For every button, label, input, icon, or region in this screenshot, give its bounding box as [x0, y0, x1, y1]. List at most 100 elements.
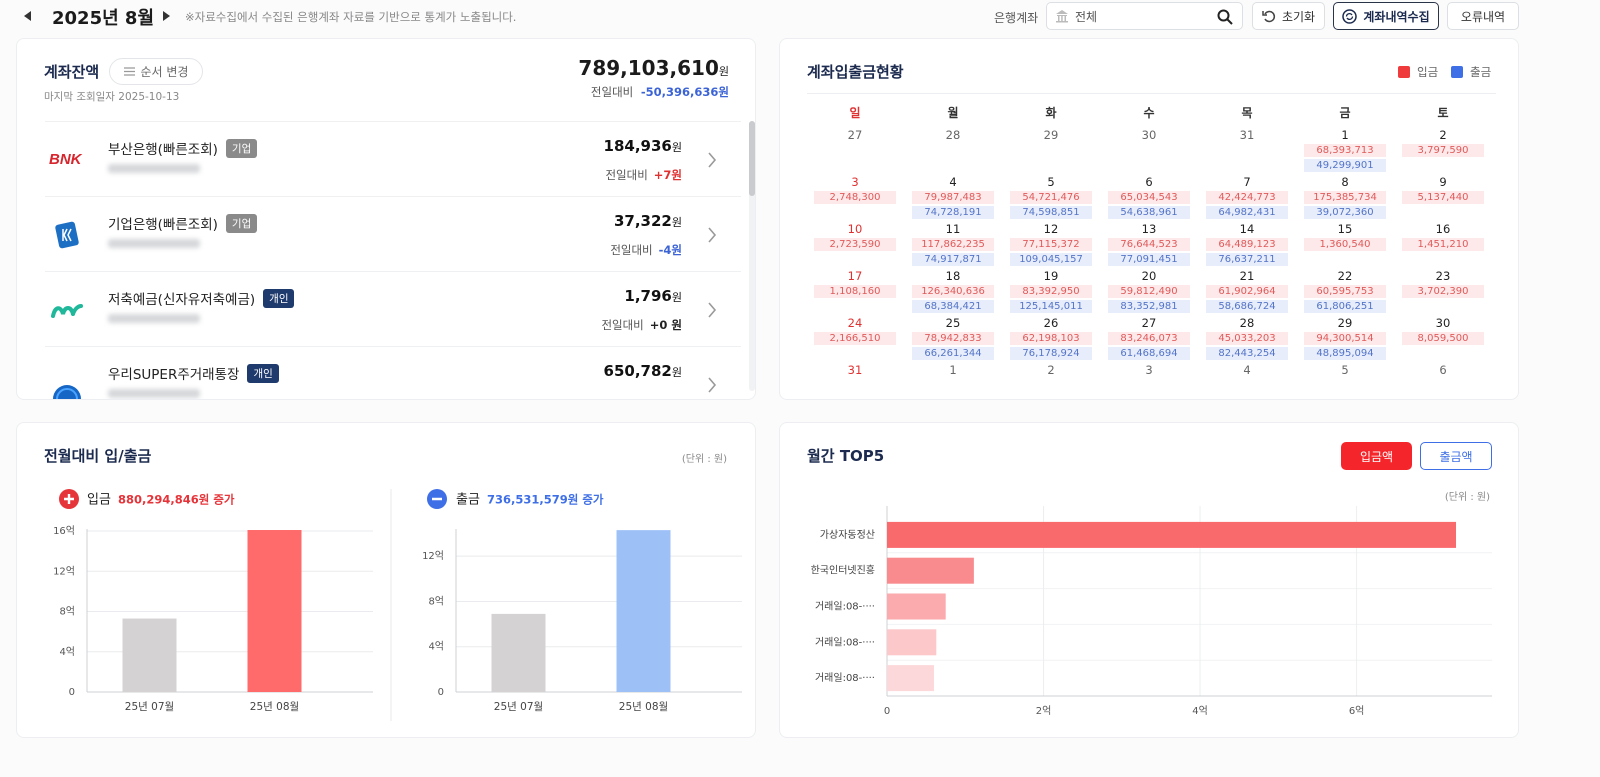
withdraw-amount: 125,145,011	[1010, 300, 1092, 313]
calendar-day: 4	[949, 175, 957, 189]
diff-label: 전일대비	[605, 168, 648, 182]
y-tick-label: 16억	[53, 525, 75, 537]
collect-button[interactable]: 계좌내역수집	[1333, 2, 1439, 30]
order-label: 순서 변경	[140, 65, 189, 79]
chevron[interactable]	[707, 226, 717, 244]
account-row[interactable]: 기업은행(빠른조회) 기업 37,322원 전일대비 -4원	[45, 196, 741, 272]
month-label: 2025년 8월	[52, 8, 155, 29]
bar	[887, 629, 937, 656]
bank-logo	[49, 219, 85, 251]
logo-image	[51, 304, 83, 318]
calendar-day: 5	[1047, 175, 1055, 189]
chevron[interactable]	[707, 301, 717, 319]
unit-note: (단위 : 원)	[681, 454, 727, 465]
balance-amount: 1,796	[624, 287, 672, 305]
y-tick-label: 12억	[53, 565, 75, 577]
account-filter[interactable]: 전체	[1046, 2, 1243, 30]
error-button[interactable]: 오류내역	[1447, 2, 1519, 30]
last-query: 마지막 조회일자 2025-10-13	[44, 91, 180, 103]
bar	[887, 521, 1456, 548]
notice: ※자료수집에서 수집된 은행계좌 자료를 기반으로 통계가 노출됩니다.	[185, 10, 517, 24]
calendar-day: 29	[1043, 128, 1059, 142]
reset-button[interactable]: 초기화	[1252, 2, 1325, 30]
account-label: 은행계좌	[994, 11, 1039, 25]
bank-logo	[49, 294, 85, 326]
calendar-day: 26	[1043, 316, 1059, 330]
logo-shape	[55, 221, 79, 249]
y-tick-label: 12억	[422, 550, 444, 562]
deposit-amount: 3,702,390	[1402, 285, 1484, 298]
account-balance: 37,322원	[614, 211, 682, 230]
account-row[interactable]: BNK 부산은행(빠른조회) 기업 184,936원 전일대비 +7원	[45, 121, 741, 197]
collect-icon	[1342, 8, 1358, 24]
deposit-amount: 79,987,483	[912, 191, 994, 204]
calendar-day: 16	[1435, 222, 1451, 236]
calendar-day: 1	[949, 363, 957, 377]
chevron-path	[708, 227, 717, 243]
next-month-arrow[interactable]	[162, 11, 170, 21]
account-name: 우리SUPER주거래통장	[108, 367, 240, 383]
calendar-day: 29	[1337, 316, 1353, 330]
deposit-amount: 83,392,950	[1010, 285, 1092, 298]
account-row[interactable]: 저축예금(신자유저축예금) 개인 1,796원 전일대비 +0 원	[45, 271, 741, 347]
prev-month-arrow[interactable]	[24, 11, 32, 21]
weekday: 수	[1143, 106, 1155, 120]
monthly-compare-panel: 전월대비 입/출금 (단위 : 원) 입금 880,294,846원 증가 0 4억 8…	[16, 422, 756, 738]
calendar-day: 21	[1239, 269, 1255, 283]
withdraw-amount: 39,072,360	[1304, 206, 1386, 219]
diff-value: +7원	[653, 168, 682, 182]
deposit-amount: 61,902,964	[1206, 285, 1288, 298]
balance-panel: 계좌잔액 순서 변경 마지막 조회일자 2025-10-13 789,103,6…	[16, 38, 756, 400]
account-row[interactable]: 우리SUPER주거래통장 개인 650,782원	[45, 346, 741, 399]
balance-amount: 184,936	[603, 137, 672, 155]
error-label: 오류내역	[1460, 9, 1506, 24]
withdraw-amount: 58,686,724	[1206, 300, 1288, 313]
reset-icon	[1262, 10, 1275, 23]
account-list: BNK 부산은행(빠른조회) 기업 184,936원 전일대비 +7원 기업은행(빠른조회)…	[45, 121, 741, 399]
deposit-amount: 2,748,300	[814, 191, 896, 204]
deposit-amount: 78,942,833	[912, 332, 994, 345]
x-tick-label: 25년 07월	[494, 701, 543, 713]
bar	[887, 557, 974, 584]
calendar-day: 28	[1239, 316, 1255, 330]
deposit-amount: 42,424,773	[1206, 191, 1288, 204]
deposit-amount: 126,340,636	[912, 285, 994, 298]
top5-panel: 월간 TOP5 입금액 출금액 (단위 : 원) 0 2억 4억 6억 가상자동정산 한국…	[779, 422, 1519, 738]
calendar-day: 9	[1439, 175, 1447, 189]
legend-swatch	[1451, 66, 1463, 78]
calendar-day: 18	[945, 269, 961, 283]
y-tick-label: 0	[438, 687, 444, 698]
withdraw-amount: 68,384,421	[912, 300, 994, 313]
calendar-day: 15	[1337, 222, 1353, 236]
chevron-path	[708, 377, 717, 393]
total-unit: 원	[718, 65, 729, 78]
deposit-tab[interactable]: 입금액	[1341, 442, 1412, 470]
calendar-day: 17	[847, 269, 863, 283]
bar	[122, 618, 177, 692]
calendar-day: 24	[847, 316, 863, 330]
total-diff-label: 전일대비	[590, 85, 634, 99]
masked-account-number	[108, 239, 200, 248]
order-button[interactable]: 순서 변경	[109, 58, 203, 85]
deposit-amount: 5,137,440	[1402, 191, 1484, 204]
withdraw-tab[interactable]: 출금액	[1420, 442, 1492, 470]
chart-icon-sign	[64, 494, 74, 504]
chevron[interactable]	[707, 151, 717, 169]
calendar-day: 25	[945, 316, 961, 330]
x-tick-label: 25년 08월	[619, 701, 668, 713]
weekday: 화	[1045, 106, 1057, 120]
calendar-day: 27	[1141, 316, 1157, 330]
calendar-day: 13	[1141, 222, 1157, 236]
x-tick-label: 25년 08월	[250, 701, 299, 713]
withdraw-amount: 83,352,981	[1108, 300, 1190, 313]
calendar-day: 19	[1043, 269, 1059, 283]
scrollbar-thumb[interactable]	[749, 121, 755, 196]
calendar-day: 6	[1439, 363, 1447, 377]
deposit-amount: 1,108,160	[814, 285, 896, 298]
scrollbar[interactable]	[749, 121, 755, 391]
chevron[interactable]	[707, 376, 717, 394]
calendar-day: 20	[1141, 269, 1157, 283]
bar	[887, 593, 946, 620]
search-icon[interactable]	[1217, 9, 1233, 25]
